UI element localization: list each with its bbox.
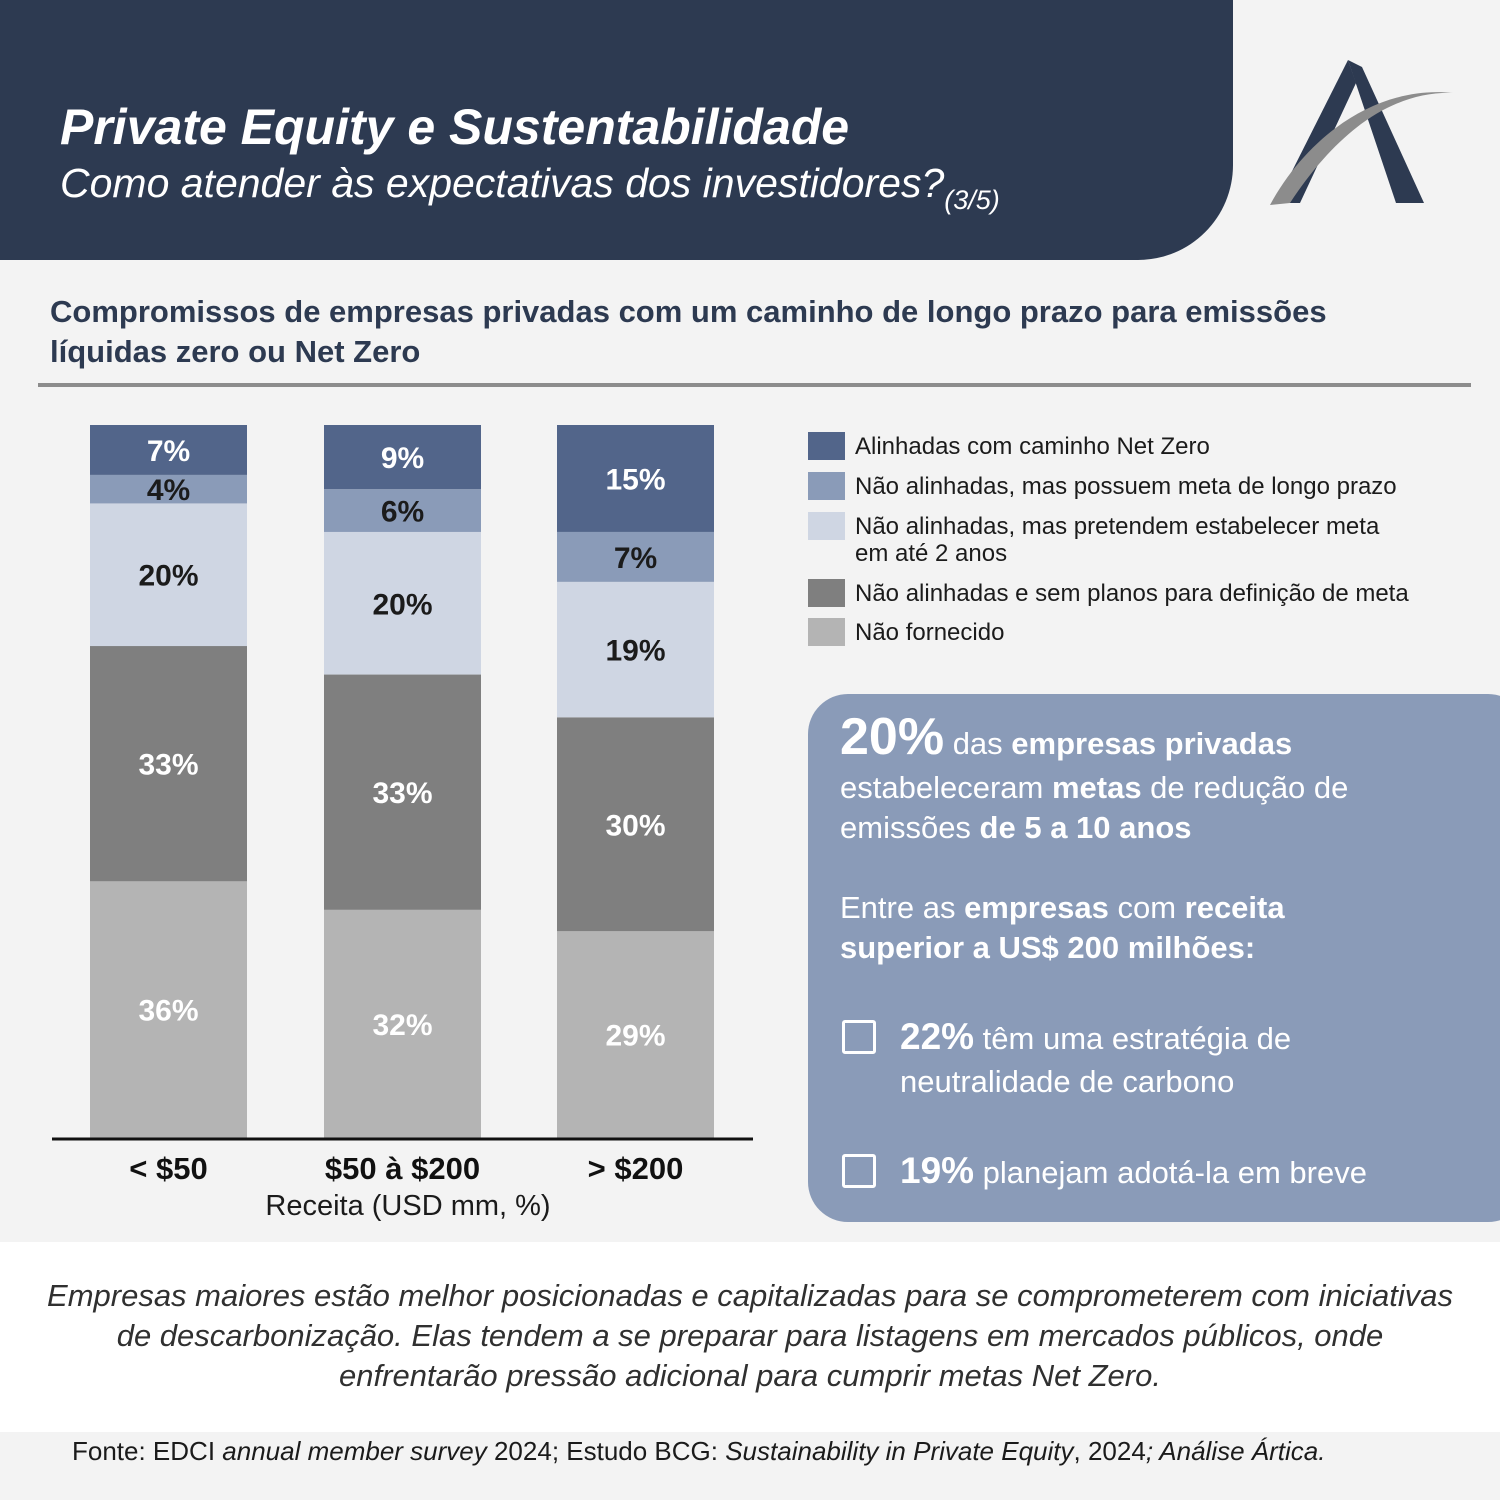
legend-swatch (808, 432, 845, 460)
checkbox-icon (842, 1154, 876, 1188)
bullet-text: têm uma estratégia de (974, 1021, 1292, 1056)
bar-data-label: 19% (605, 635, 665, 668)
bar-segment (557, 931, 714, 1138)
section-title: Compromissos de empresas privadas com um… (50, 294, 1327, 369)
callout-line-2: estabeleceram metas de redução de (840, 768, 1348, 808)
bar-data-label: 20% (138, 560, 198, 593)
bar-segment (90, 474, 247, 504)
x-axis-label: Receita (USD mm, %) (265, 1190, 550, 1222)
key-findings-callout: 20% das empresas privadas estabeleceram … (808, 694, 1500, 1222)
logo-right-stroke-icon (1348, 60, 1424, 203)
artica-a-logo-icon (1270, 60, 1453, 205)
bar-segment (90, 646, 247, 882)
bar-segment (324, 674, 481, 910)
bar-segment (90, 881, 247, 1138)
bar-data-label: 7% (147, 435, 190, 468)
legend-swatch (808, 472, 845, 500)
bar-segment (557, 425, 714, 532)
source-text: 2024; Estudo BCG: (486, 1436, 726, 1466)
bullet-carbon-strategy-line-2: neutralidade de carbono (900, 1064, 1235, 1099)
legend-label: Alinhadas com caminho Net Zero (855, 433, 1210, 460)
bar-segment (90, 425, 247, 475)
bar-data-label: 15% (605, 463, 665, 496)
x-tick-label: > $200 (588, 1151, 684, 1186)
bar-data-label: 7% (614, 542, 657, 575)
callout-text: com (1108, 890, 1185, 925)
bar-segment (557, 531, 714, 582)
legend-swatch (808, 512, 845, 540)
bar-data-label: 29% (605, 1020, 665, 1053)
conclusion-text: Empresas maiores estão melhor posicionad… (47, 1278, 1453, 1393)
legend-label: Não alinhadas, mas pretendem estabelecer… (855, 513, 1380, 567)
bar-segment (324, 531, 481, 675)
callout-text: estabeleceram (840, 770, 1052, 805)
legend-swatch (808, 618, 845, 646)
legend-item-no-plans: Não alinhadas e sem planos para definiçã… (808, 579, 1468, 618)
callout-bold-text: empresas privadas (1011, 726, 1293, 761)
checkbox-icon (842, 1020, 876, 1054)
callout-bold-text: superior a US$ 200 milhões: (840, 930, 1256, 965)
bar-segment (557, 581, 714, 718)
callout-highlight-pct: 20% (840, 708, 945, 766)
bar-segment (557, 717, 714, 932)
bullet-adopt-soon: 19% planejam adotá-la em breve (900, 1146, 1367, 1198)
callout-line-4: Entre as empresas com receita (840, 888, 1285, 928)
bar-segment (324, 909, 481, 1138)
source-italic-text: Sustainability in Private Equity (725, 1436, 1074, 1466)
bar-data-label: 20% (372, 588, 432, 621)
legend-swatch (808, 579, 845, 607)
header-banner (0, 0, 1233, 260)
conclusion-band (0, 1242, 1500, 1432)
bullet-carbon-strategy: 22% têm uma estratégia de (900, 1012, 1291, 1064)
legend-label: Não alinhadas, mas possuem meta de longo… (855, 473, 1397, 500)
bar-segment (324, 425, 481, 490)
source-text: , 2024 (1073, 1436, 1146, 1466)
bar-data-label: 33% (372, 777, 432, 810)
callout-bold-text: metas (1051, 770, 1142, 805)
legend-item-target-2-years: Não alinhadas, mas pretendem estabelecer… (808, 512, 1468, 579)
callout-bold-text: empresas (964, 890, 1109, 925)
stacked-bar-chart: 36% 33% 20% 4% 7% < $50 32% 33% 20% 6% 9% $50 à $20… (52, 425, 753, 1222)
bar-data-label: 6% (381, 496, 424, 529)
bar-data-label: 36% (138, 995, 198, 1028)
callout-line-1: 20% das empresas privadas (840, 708, 1292, 773)
bar-segment (324, 489, 481, 532)
x-tick-label: < $50 (129, 1151, 207, 1186)
bar-data-label: 30% (605, 809, 665, 842)
callout-line-5: superior a US$ 200 milhões: (840, 928, 1255, 968)
x-tick-label: $50 à $200 (325, 1151, 480, 1186)
source-text: Fonte: EDCI (72, 1436, 223, 1466)
part-indicator: (3/5) (944, 185, 1000, 215)
page-subtitle: Como atender às expectativas dos investi… (60, 160, 1000, 215)
logo-swoosh-icon (1270, 92, 1453, 205)
legend-label: Não alinhadas e sem planos para definiçã… (855, 580, 1409, 607)
legend-item-long-term-target: Não alinhadas, mas possuem meta de longo… (808, 472, 1468, 512)
section-divider (38, 383, 1471, 387)
chart-legend: Alinhadas com caminho Net Zero Não alinh… (808, 432, 1468, 658)
bar-segment (90, 503, 247, 647)
callout-text: emissões (840, 810, 980, 845)
bar-data-label: 4% (147, 474, 190, 507)
bullet-pct: 22% (900, 1016, 975, 1057)
source-italic-text: annual member survey (222, 1436, 487, 1466)
source-italic-text: ; Análise Ártica. (1145, 1436, 1326, 1466)
bar-data-label: 9% (381, 442, 424, 475)
callout-bold-text: receita (1184, 890, 1285, 925)
legend-item-not-provided: Não fornecido (808, 618, 1468, 658)
callout-line-3: emissões de 5 a 10 anos (840, 808, 1192, 848)
callout-text: das (944, 726, 1012, 761)
source-note: Fonte: EDCI annual member survey 2024; E… (72, 1436, 1325, 1467)
callout-text: de redução de (1141, 770, 1349, 805)
page-title: Private Equity e Sustentabilidade (60, 99, 850, 155)
bullet-text: planejam adotá-la em breve (974, 1155, 1367, 1190)
bar-data-label: 32% (372, 1009, 432, 1042)
bullet-pct: 19% (900, 1150, 975, 1191)
legend-label: Não fornecido (855, 619, 1005, 646)
subtitle-text: Como atender às expectativas dos investi… (60, 160, 945, 206)
legend-item-aligned: Alinhadas com caminho Net Zero (808, 432, 1468, 472)
bar-data-label: 33% (138, 749, 198, 782)
callout-text: Entre as (840, 890, 965, 925)
callout-bold-text: de 5 a 10 anos (979, 810, 1192, 845)
